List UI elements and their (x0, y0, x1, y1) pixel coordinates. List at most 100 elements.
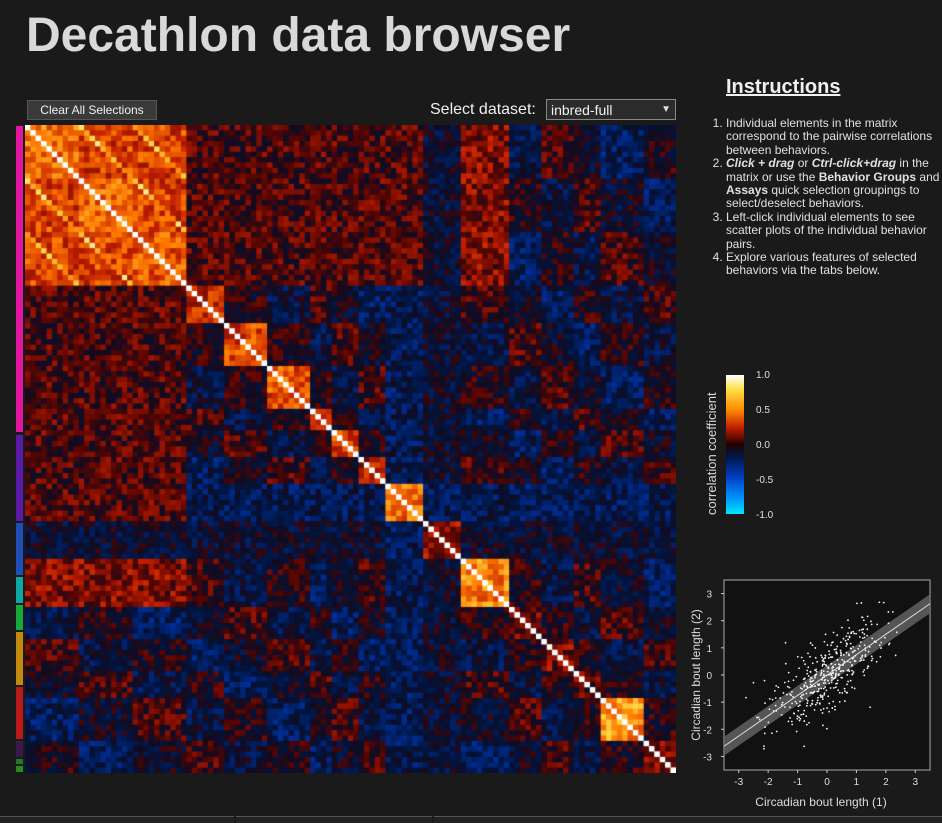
data-point (775, 710, 778, 712)
data-point (827, 679, 829, 682)
data-point (834, 708, 836, 711)
data-point (820, 709, 822, 711)
clear-selections-button[interactable]: Clear All Selections (27, 100, 157, 120)
data-point (866, 634, 868, 637)
data-point (814, 685, 817, 687)
data-point (849, 679, 852, 682)
data-point (828, 702, 831, 705)
data-point (809, 704, 812, 707)
colorbar-tick: 0.0 (756, 440, 770, 451)
scatter-plot[interactable]: -3 -2 -1 0 1 2 3 3 2 1 0 -1 -2 -3 Circadian bout lengt… (680, 570, 942, 820)
data-point (803, 684, 806, 687)
data-point (780, 713, 783, 716)
data-point (779, 697, 782, 699)
data-point (859, 660, 862, 662)
tab-3[interactable] (434, 816, 942, 823)
data-point (842, 653, 845, 656)
data-point (863, 636, 866, 639)
y-tick-label: 3 (706, 590, 712, 601)
data-point (784, 641, 787, 644)
data-point (824, 682, 827, 684)
data-point (875, 660, 878, 663)
data-point (783, 706, 786, 708)
behavior-group-1[interactable] (16, 126, 23, 432)
behavior-group-10[interactable] (16, 766, 23, 772)
behavior-group-6[interactable] (16, 632, 23, 685)
data-point (821, 656, 824, 659)
data-point (841, 658, 844, 661)
y-tick-label: -3 (703, 752, 712, 763)
behavior-group-2[interactable] (16, 435, 23, 521)
data-point (855, 632, 857, 635)
data-point (842, 664, 845, 667)
data-point (767, 721, 770, 724)
data-point (821, 659, 824, 662)
data-point (752, 681, 755, 684)
data-point (836, 634, 839, 637)
data-point (827, 666, 830, 668)
data-point (798, 719, 801, 722)
data-point (839, 651, 842, 654)
colorbar-tick: -1.0 (756, 510, 774, 521)
behavior-group-4[interactable] (16, 577, 23, 603)
data-point (764, 702, 766, 705)
data-point (809, 683, 812, 686)
data-point (785, 693, 788, 696)
data-point (836, 658, 839, 661)
data-point (851, 669, 853, 672)
dataset-select[interactable]: inbred-full ▼ (546, 99, 676, 120)
data-point (834, 686, 837, 689)
tab-2[interactable] (236, 816, 432, 823)
instruction-item: Left-click individual elements to see sc… (726, 210, 942, 251)
tab-1[interactable] (0, 816, 234, 823)
data-point (802, 713, 805, 716)
data-point (853, 632, 856, 635)
data-point (850, 631, 853, 634)
data-point (870, 659, 873, 662)
data-point (774, 704, 777, 707)
data-point (771, 698, 774, 701)
data-point (831, 669, 834, 672)
data-point (807, 652, 809, 655)
behavior-group-5[interactable] (16, 605, 23, 630)
data-point (814, 676, 816, 679)
data-point (887, 611, 890, 613)
data-point (821, 676, 824, 679)
data-point (851, 664, 853, 667)
y-tick-label: 0 (706, 671, 712, 682)
data-point (808, 721, 810, 724)
data-point (838, 691, 841, 694)
data-point (878, 644, 881, 647)
data-point (809, 686, 812, 688)
data-point (861, 616, 864, 619)
data-point (795, 675, 798, 678)
behavior-group-3[interactable] (16, 523, 23, 575)
data-point (763, 747, 765, 750)
instruction-item: Individual elements in the matrix corres… (726, 116, 942, 157)
data-point (828, 710, 830, 713)
data-point (806, 672, 809, 675)
data-point (824, 657, 826, 660)
data-point (768, 697, 771, 700)
data-point (860, 602, 863, 604)
x-tick-label: -2 (764, 777, 773, 788)
data-point (847, 668, 850, 671)
data-point (811, 644, 814, 647)
data-point (838, 701, 841, 703)
dataset-label: Select dataset: (430, 101, 536, 118)
data-point (861, 631, 864, 634)
behavior-group-8[interactable] (16, 741, 23, 757)
data-point (845, 635, 848, 638)
data-point (888, 642, 891, 645)
behavior-group-9[interactable] (16, 759, 23, 764)
data-point (852, 650, 855, 653)
data-point (811, 692, 814, 695)
data-point (818, 702, 821, 705)
data-point (817, 696, 819, 699)
correlation-matrix[interactable] (25, 125, 676, 773)
data-point (882, 601, 885, 604)
data-point (839, 649, 842, 652)
data-point (791, 723, 794, 726)
data-point (809, 692, 812, 694)
behavior-group-7[interactable] (16, 687, 23, 739)
